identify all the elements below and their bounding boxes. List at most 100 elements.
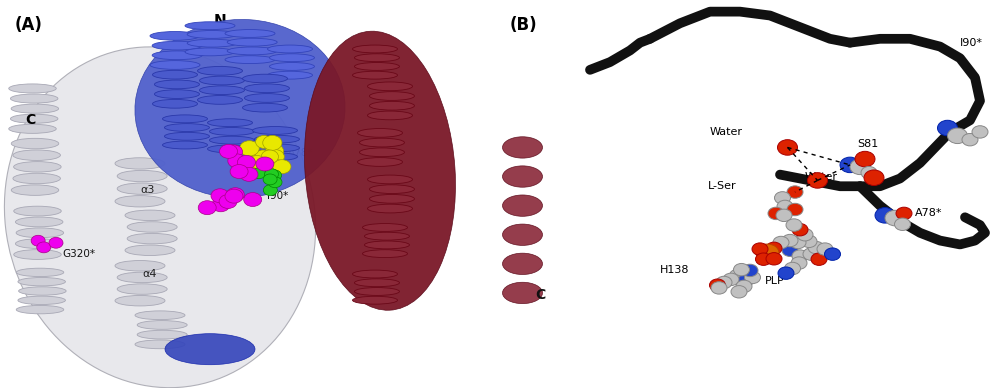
Circle shape — [752, 243, 768, 255]
Circle shape — [824, 248, 840, 260]
Ellipse shape — [209, 136, 254, 144]
Ellipse shape — [117, 284, 167, 294]
Circle shape — [777, 200, 793, 213]
Ellipse shape — [358, 128, 402, 137]
Ellipse shape — [208, 145, 252, 153]
Circle shape — [734, 263, 750, 276]
Ellipse shape — [15, 239, 63, 249]
Ellipse shape — [227, 38, 277, 46]
Ellipse shape — [162, 115, 208, 123]
Text: (A): (A) — [15, 16, 43, 33]
Ellipse shape — [115, 158, 165, 169]
Ellipse shape — [369, 185, 414, 194]
Circle shape — [778, 267, 794, 279]
Ellipse shape — [127, 234, 177, 244]
Text: I90*: I90* — [268, 191, 289, 201]
Circle shape — [212, 198, 230, 212]
Ellipse shape — [503, 224, 542, 245]
Circle shape — [244, 192, 262, 206]
Ellipse shape — [252, 126, 298, 134]
Circle shape — [736, 280, 752, 293]
Circle shape — [773, 236, 789, 249]
Circle shape — [252, 168, 266, 179]
Circle shape — [855, 151, 875, 167]
Ellipse shape — [269, 54, 314, 62]
Circle shape — [808, 173, 828, 188]
Ellipse shape — [359, 148, 404, 157]
Ellipse shape — [16, 268, 64, 277]
Text: α3: α3 — [140, 185, 155, 195]
Circle shape — [808, 241, 824, 254]
Circle shape — [730, 269, 746, 282]
Circle shape — [786, 219, 802, 231]
Circle shape — [230, 165, 248, 178]
Circle shape — [243, 155, 262, 170]
Text: C: C — [535, 288, 545, 302]
Ellipse shape — [268, 71, 312, 79]
Circle shape — [225, 145, 243, 159]
Ellipse shape — [369, 194, 414, 203]
Ellipse shape — [152, 51, 202, 60]
Ellipse shape — [9, 124, 56, 133]
Ellipse shape — [364, 232, 409, 240]
Ellipse shape — [115, 296, 165, 306]
Circle shape — [266, 144, 284, 158]
Text: PLP: PLP — [765, 276, 785, 286]
Ellipse shape — [305, 31, 455, 310]
Ellipse shape — [10, 94, 58, 103]
Circle shape — [268, 177, 282, 188]
Circle shape — [797, 229, 813, 241]
Ellipse shape — [198, 95, 242, 104]
Circle shape — [885, 210, 905, 226]
Ellipse shape — [354, 279, 399, 287]
Text: C: C — [387, 282, 398, 296]
Ellipse shape — [362, 250, 408, 258]
Ellipse shape — [11, 104, 59, 113]
Circle shape — [263, 135, 282, 150]
Ellipse shape — [354, 288, 399, 295]
Ellipse shape — [115, 196, 165, 207]
Ellipse shape — [14, 162, 61, 172]
Circle shape — [782, 234, 798, 247]
Circle shape — [31, 235, 45, 246]
Circle shape — [840, 157, 860, 173]
Circle shape — [37, 242, 51, 253]
Ellipse shape — [227, 47, 277, 55]
Ellipse shape — [503, 166, 542, 187]
Circle shape — [263, 185, 277, 196]
Ellipse shape — [244, 94, 289, 102]
Circle shape — [263, 174, 277, 185]
Ellipse shape — [358, 158, 402, 166]
Circle shape — [256, 135, 272, 148]
Ellipse shape — [503, 137, 542, 158]
Ellipse shape — [352, 45, 398, 53]
Circle shape — [811, 253, 827, 265]
Circle shape — [198, 201, 216, 215]
Circle shape — [792, 250, 808, 262]
Ellipse shape — [125, 245, 175, 255]
Circle shape — [787, 203, 803, 216]
Circle shape — [228, 154, 246, 168]
Ellipse shape — [368, 175, 413, 184]
Ellipse shape — [225, 56, 275, 64]
Ellipse shape — [117, 170, 167, 182]
Circle shape — [273, 160, 291, 174]
Circle shape — [766, 242, 782, 255]
Circle shape — [723, 273, 739, 286]
Circle shape — [875, 208, 895, 223]
Ellipse shape — [152, 70, 198, 79]
Ellipse shape — [165, 334, 255, 365]
Circle shape — [731, 286, 747, 298]
Circle shape — [861, 166, 877, 179]
Circle shape — [790, 236, 806, 249]
Circle shape — [249, 156, 265, 168]
Text: Water: Water — [710, 127, 743, 137]
Ellipse shape — [127, 222, 177, 232]
Circle shape — [774, 192, 790, 204]
Ellipse shape — [11, 139, 59, 149]
Ellipse shape — [11, 185, 59, 196]
Ellipse shape — [269, 62, 314, 70]
Circle shape — [716, 276, 732, 289]
Ellipse shape — [268, 45, 312, 53]
Circle shape — [49, 237, 63, 248]
